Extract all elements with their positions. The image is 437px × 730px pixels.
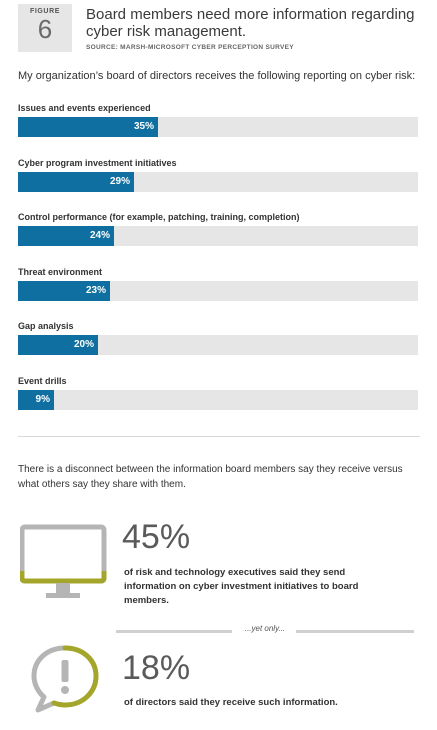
disconnect-note: There is a disconnect between the inform… bbox=[18, 464, 403, 490]
yet-only-separator: ...yet only... bbox=[116, 624, 414, 638]
bar-track: 29% bbox=[18, 171, 418, 192]
alert-speech-bubble-icon bbox=[31, 645, 99, 713]
bar-row: Event drills 9% bbox=[18, 375, 418, 410]
bar-category-label: Threat environment bbox=[18, 266, 103, 277]
bar bbox=[18, 226, 114, 246]
bar bbox=[18, 389, 54, 410]
bar-track: 23% bbox=[18, 280, 418, 301]
bar-category-label: Cyber program investment initiatives bbox=[18, 157, 177, 168]
figure-number: 6 bbox=[37, 14, 53, 44]
bar-row: Cyber program investment initiatives 29% bbox=[18, 157, 418, 192]
bar-track: 24% bbox=[18, 226, 418, 246]
bar-value-label: 24% bbox=[89, 230, 110, 241]
stat-45-value: 45% bbox=[122, 518, 191, 556]
bar-category-label: Gap analysis bbox=[18, 321, 74, 331]
bar-row: Gap analysis 20% bbox=[18, 320, 418, 355]
bar-category-label: Event drills bbox=[18, 375, 67, 386]
bar-value-label: 20% bbox=[73, 339, 94, 350]
bar-track: 20% bbox=[18, 335, 418, 355]
monitor-icon bbox=[20, 524, 107, 598]
bar bbox=[18, 171, 134, 192]
figure-label: FIGURE bbox=[29, 8, 61, 15]
stat-45-text: of risk and technology executives said t… bbox=[124, 567, 359, 606]
source-line: SOURCE: MARSH-MICROSOFT CYBER PERCEPTION… bbox=[86, 44, 294, 51]
bar-row: Control performance (for example, patchi… bbox=[18, 211, 418, 246]
bar-row: Threat environment 23% bbox=[18, 266, 418, 301]
separator-text: ...yet only... bbox=[244, 624, 286, 633]
figure-tag: FIGURE 6 bbox=[18, 4, 72, 52]
bar-track: 9% bbox=[18, 389, 418, 410]
page-title: Board members need more information rega… bbox=[86, 6, 415, 40]
chart-intro: My organization’s board of directors rec… bbox=[18, 70, 416, 82]
bar bbox=[18, 335, 98, 355]
bar-value-label: 29% bbox=[109, 175, 130, 187]
bar-value-label: 35% bbox=[133, 121, 154, 132]
bar-track: 35% bbox=[18, 117, 418, 137]
bar-row: Issues and events experienced 35% bbox=[18, 102, 418, 137]
separator-line-right bbox=[296, 630, 414, 633]
bar bbox=[18, 117, 158, 137]
bar-category-label: Control performance (for example, patchi… bbox=[18, 212, 300, 222]
bar-category-label: Issues and events experienced bbox=[18, 103, 151, 113]
stat-18-value: 18% bbox=[122, 649, 191, 687]
divider bbox=[18, 436, 420, 437]
stat-18-text: of directors said they receive such info… bbox=[124, 697, 338, 708]
separator-line-left bbox=[116, 630, 232, 633]
bar-value-label: 9% bbox=[35, 393, 50, 405]
bar bbox=[18, 280, 110, 301]
bar-value-label: 23% bbox=[85, 284, 106, 296]
